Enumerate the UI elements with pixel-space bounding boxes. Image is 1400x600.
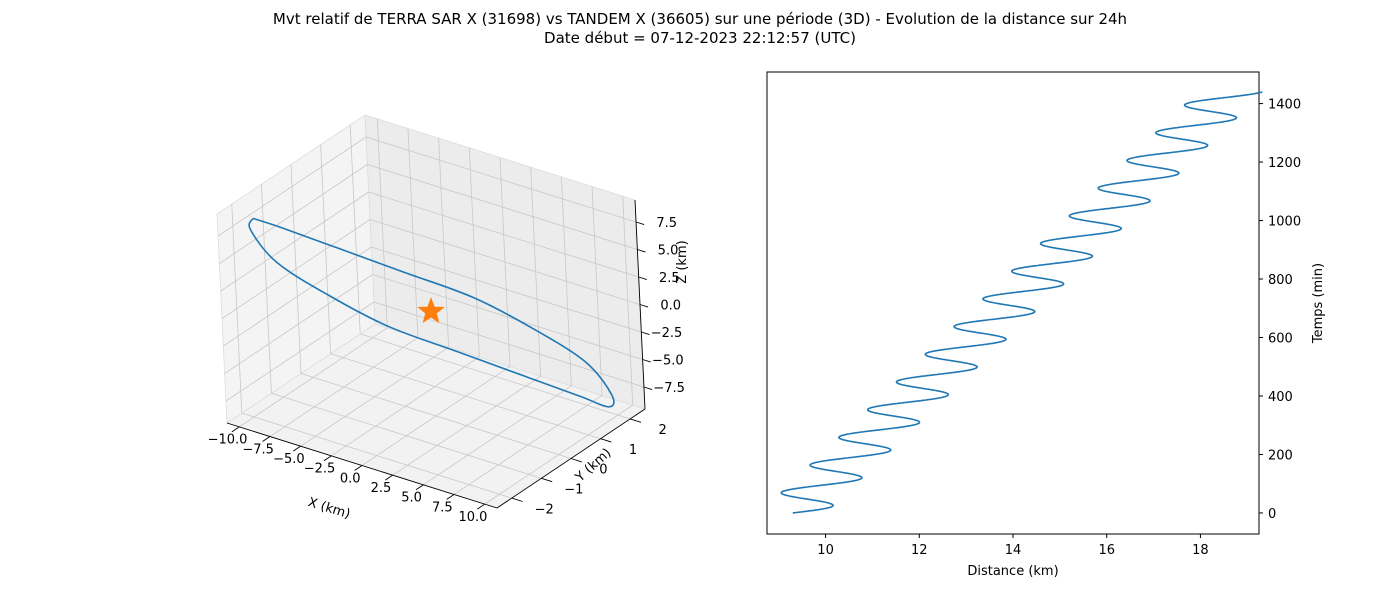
y-tick bbox=[600, 438, 612, 443]
y-tick-label: 0 bbox=[1268, 507, 1276, 522]
z-tick-label: −2.5 bbox=[651, 326, 683, 341]
z-tick bbox=[638, 276, 647, 280]
grid-line bbox=[330, 353, 601, 440]
x-tick bbox=[415, 484, 424, 491]
x-tick bbox=[231, 426, 240, 433]
x-tick bbox=[354, 465, 363, 471]
grid-line bbox=[300, 373, 572, 459]
z-tick-label: 7.5 bbox=[656, 216, 677, 231]
grid-line bbox=[367, 164, 638, 250]
z-tick bbox=[637, 249, 646, 253]
x-tick bbox=[323, 455, 332, 462]
reference-star-marker bbox=[417, 297, 445, 324]
grid-line bbox=[217, 136, 367, 237]
x-tick-label: −10.0 bbox=[208, 433, 248, 448]
grid-line bbox=[219, 164, 368, 264]
y-tick-label: −1 bbox=[564, 483, 583, 498]
x-tick-label: 10 bbox=[817, 543, 834, 558]
x-tick-label: 5.0 bbox=[401, 491, 422, 506]
y-tick-label: 1400 bbox=[1268, 98, 1301, 113]
y-tick bbox=[570, 458, 582, 463]
grid-line bbox=[224, 274, 373, 374]
y-tick-label: 1 bbox=[629, 443, 637, 458]
plot-area bbox=[766, 71, 1260, 535]
z-tick-label: 0.0 bbox=[660, 299, 681, 314]
x-axis-label: Distance (km) bbox=[967, 564, 1058, 579]
grid-line bbox=[368, 191, 639, 278]
x-tick bbox=[262, 436, 271, 442]
y-tick bbox=[511, 497, 523, 502]
distance-vs-time-plot[interactable]: 10 12 14 16 18 0 200 400 600 800 1000 1200 1400 Dista… bbox=[700, 0, 1400, 600]
x-tick-label: 10.0 bbox=[458, 510, 487, 525]
x-tick-label: 14 bbox=[1005, 543, 1022, 558]
y-tick-label: 1200 bbox=[1268, 156, 1301, 171]
z-tick bbox=[643, 386, 653, 390]
y-tick-label: 2 bbox=[658, 423, 666, 438]
y-tick-label: 400 bbox=[1268, 390, 1293, 405]
figure-subtitle: Date début = 07-12-2023 22:12:57 (UTC) bbox=[544, 29, 856, 47]
x-tick-label: 16 bbox=[1098, 543, 1115, 558]
grid-line bbox=[241, 412, 512, 499]
x-tick bbox=[446, 494, 455, 500]
grid-line bbox=[271, 392, 542, 479]
grid-line bbox=[369, 219, 641, 305]
z-tick-label: −5.0 bbox=[652, 354, 684, 369]
x-axis-label: X (km) bbox=[306, 495, 352, 522]
x-tick bbox=[385, 474, 393, 481]
x-tick-label: −5.0 bbox=[273, 452, 305, 467]
grid-line bbox=[371, 246, 642, 333]
x-tick-label: 2.5 bbox=[371, 481, 392, 496]
figure-title: Mvt relatif de TERRA SAR X (31698) vs TA… bbox=[272, 10, 1128, 28]
grid-line bbox=[223, 246, 372, 347]
x-tick-label: 12 bbox=[911, 543, 928, 558]
z-axis-label: Z (km) bbox=[675, 240, 690, 283]
x-tick bbox=[292, 445, 301, 452]
y-tick-label: −2 bbox=[535, 502, 554, 517]
x-tick bbox=[477, 503, 485, 510]
y-axis-label: Temps (min) bbox=[1311, 263, 1326, 344]
y-tick-label: 200 bbox=[1268, 448, 1293, 463]
x-tick-label: −2.5 bbox=[304, 462, 336, 477]
y-tick bbox=[541, 477, 553, 483]
grid-line bbox=[360, 333, 631, 420]
z-tick bbox=[642, 359, 651, 363]
z-tick-label: −7.5 bbox=[653, 381, 685, 396]
y-tick-label: 0 bbox=[599, 463, 607, 478]
grid-line bbox=[225, 301, 375, 402]
y-tick-label: 1000 bbox=[1268, 215, 1301, 230]
x-tick-label: −7.5 bbox=[242, 442, 274, 457]
grid-line bbox=[373, 301, 645, 388]
relative-orbit-line bbox=[248, 217, 615, 408]
y-tick bbox=[630, 418, 642, 423]
x-tick-label: 18 bbox=[1192, 543, 1209, 558]
z-tick bbox=[641, 331, 650, 335]
x-tick-label: 7.5 bbox=[432, 500, 453, 515]
z-tick bbox=[639, 304, 649, 308]
relative-motion-3d-plot[interactable]: −10.0−7.5−5.0−2.50.02.55.07.510.0−2−1012… bbox=[0, 0, 700, 600]
grid-line bbox=[220, 191, 369, 292]
x-tick-label: 0.0 bbox=[340, 471, 361, 486]
distance-series-line bbox=[780, 91, 1263, 514]
z-tick-label: 2.5 bbox=[659, 271, 680, 286]
grid-line bbox=[372, 274, 643, 360]
grid-line bbox=[365, 136, 637, 223]
z-tick bbox=[635, 221, 645, 225]
y-tick-label: 600 bbox=[1268, 332, 1293, 347]
y-tick-label: 800 bbox=[1268, 273, 1293, 288]
grid-line bbox=[221, 219, 371, 319]
z-tick-label: 5.0 bbox=[658, 244, 679, 259]
